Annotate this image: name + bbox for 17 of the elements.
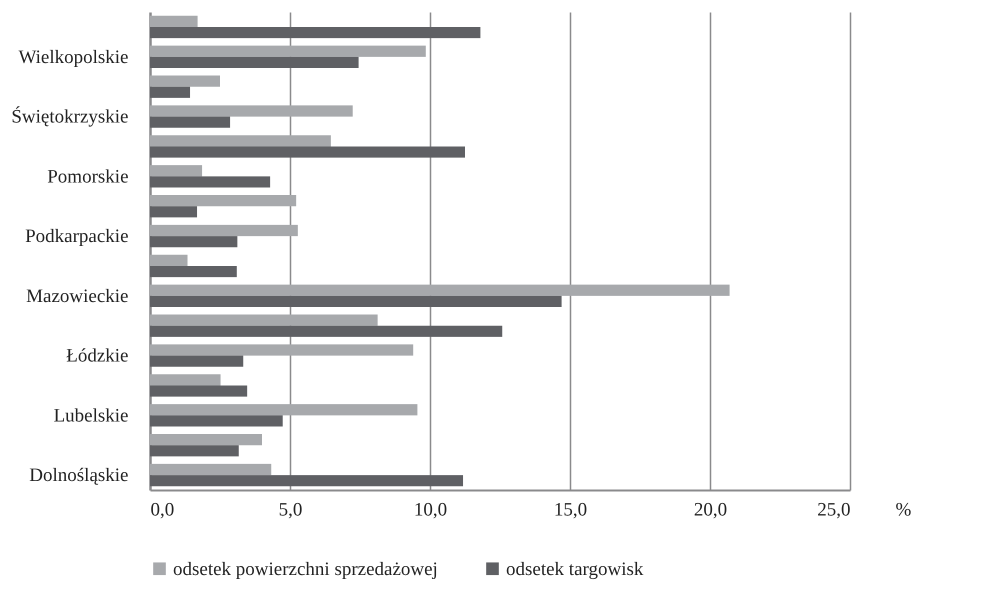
y-tick-label: Wielkopolskie [18, 46, 128, 68]
legend-label: odsetek powierzchni sprzedażowej [173, 558, 438, 580]
y-tick-label: Świętokrzyskie [11, 106, 128, 128]
y-tick-label: Podkarpackie [25, 226, 128, 248]
x-tick-label: 5,0 [278, 500, 302, 520]
x-tick-label: 10,0 [414, 500, 448, 520]
legend-label: odsetek targowisk [506, 558, 644, 580]
y-tick-label: Lubelskie [54, 405, 128, 426]
x-tick-label: 20,0 [694, 500, 728, 520]
x-tick-label: 15,0 [554, 500, 588, 520]
x-tick-label: 25,0 [817, 500, 850, 520]
y-tick-label: Łódzkie [66, 346, 128, 367]
x-axis-title: % [896, 500, 912, 520]
x-tick-label: 0,0 [150, 500, 174, 520]
y-tick-label: Dolnośląskie [29, 465, 128, 486]
y-tick-label: Mazowieckie [26, 286, 128, 307]
y-tick-label: Pomorskie [47, 166, 128, 188]
